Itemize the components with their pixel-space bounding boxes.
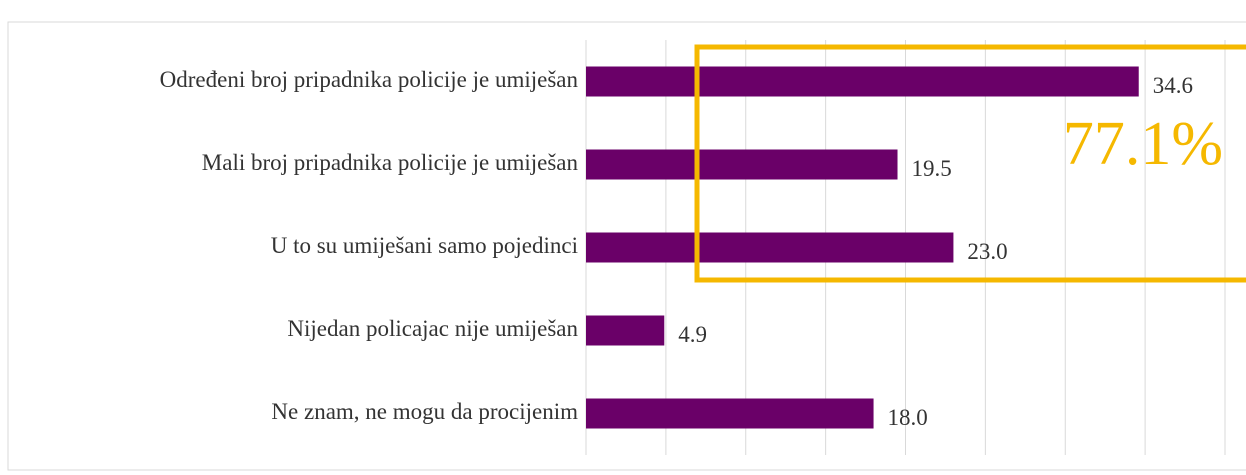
y-tick-label: Određeni broj pripadnika policije je umi… (160, 67, 579, 92)
y-tick-label: Mali broj pripadnika policije je umiješa… (202, 150, 579, 175)
data-label: 23.0 (967, 239, 1007, 264)
data-label: 4.9 (678, 322, 707, 347)
y-tick-label: Nijedan policajac nije umiješan (287, 316, 578, 341)
data-label: 18.0 (888, 405, 928, 430)
y-tick-label: Ne znam, ne mogu da procijenim (271, 399, 578, 424)
plot-area: Određeni broj pripadnika policije je umi… (160, 40, 1226, 455)
bar (586, 232, 954, 263)
bar (586, 66, 1139, 97)
highlight-box (694, 44, 1246, 283)
y-tick-label: U to su umiješani samo pojedinci (271, 233, 578, 258)
bar (586, 149, 898, 180)
chart-border (7, 21, 1246, 471)
bar (586, 398, 874, 429)
bar (586, 315, 665, 346)
data-label: 34.6 (1153, 73, 1193, 98)
annotation: 77.1% (1063, 110, 1223, 178)
data-label: 19.5 (912, 156, 952, 181)
